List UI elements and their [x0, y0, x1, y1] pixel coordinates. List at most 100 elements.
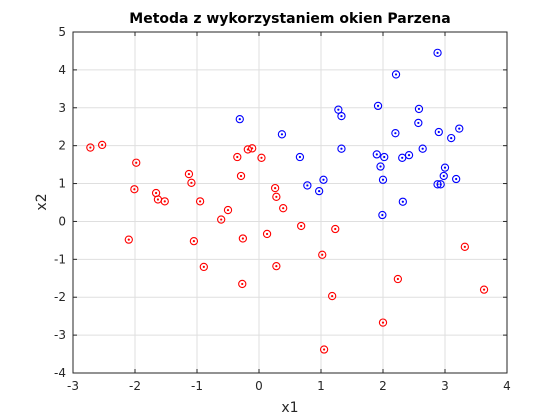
x-tick-label: 4	[503, 379, 511, 393]
marker-ring	[372, 150, 381, 159]
data-point	[376, 162, 385, 171]
y-tick-label: -2	[54, 290, 66, 304]
marker-ring	[199, 262, 208, 272]
marker-dot	[246, 148, 249, 151]
marker-dot	[417, 107, 421, 111]
marker-dot	[394, 132, 397, 135]
data-point	[184, 169, 194, 179]
marker-dot	[381, 178, 385, 181]
marker-ring	[337, 111, 346, 121]
data-point	[187, 178, 196, 187]
marker-dot	[241, 237, 244, 240]
data-point	[272, 262, 281, 271]
series-2	[86, 140, 489, 354]
x-tick-label: 2	[379, 379, 387, 393]
marker-ring	[418, 144, 427, 153]
marker-ring	[391, 129, 400, 138]
marker-ring	[436, 180, 445, 189]
data-point	[460, 242, 469, 251]
data-point	[373, 101, 383, 111]
data-point	[130, 185, 139, 194]
data-point	[235, 114, 244, 124]
data-point	[391, 129, 400, 138]
x-tick-label: 0	[255, 379, 263, 393]
marker-dot	[381, 213, 384, 217]
marker-ring	[233, 152, 242, 162]
marker-dot	[376, 104, 380, 107]
y-tick-label: 1	[58, 177, 66, 191]
data-point	[380, 152, 389, 162]
marker-ring	[319, 175, 328, 184]
x-tick-label: 1	[317, 379, 325, 393]
marker-dot	[321, 253, 324, 256]
marker-ring	[130, 185, 139, 194]
marker-ring	[414, 118, 423, 128]
marker-ring	[124, 235, 133, 244]
marker-ring	[272, 262, 281, 271]
marker-dot	[396, 277, 399, 281]
marker-ring	[279, 204, 288, 213]
data-points	[86, 48, 489, 354]
marker-dot	[265, 232, 269, 236]
data-point	[243, 145, 252, 154]
x-tick-label: -2	[129, 379, 141, 393]
marker-dot	[101, 143, 104, 147]
marker-dot	[280, 133, 284, 136]
data-point	[295, 152, 305, 162]
marker-ring	[378, 210, 387, 220]
marker-dot	[334, 227, 337, 231]
marker-ring	[414, 104, 424, 114]
marker-ring	[440, 163, 450, 172]
data-point	[262, 229, 272, 239]
data-point	[189, 236, 199, 246]
data-point	[378, 318, 388, 327]
marker-dot	[192, 240, 195, 243]
y-axis-label: x2	[34, 193, 50, 210]
marker-ring	[236, 171, 246, 181]
data-point	[257, 153, 266, 162]
data-point	[199, 262, 208, 272]
marker-dot	[340, 115, 343, 118]
y-tick-label: 3	[58, 101, 66, 115]
marker-ring	[439, 171, 448, 181]
data-point	[319, 175, 328, 184]
data-point	[398, 197, 407, 206]
marker-dot	[407, 154, 411, 157]
marker-ring	[257, 153, 266, 162]
marker-ring	[319, 345, 329, 354]
data-point	[398, 153, 407, 162]
data-point	[378, 175, 388, 184]
data-point	[418, 144, 427, 153]
marker-ring	[217, 215, 226, 224]
data-point	[455, 124, 464, 133]
y-tick-label: -3	[54, 328, 66, 342]
marker-ring	[452, 174, 461, 184]
marker-ring	[160, 197, 169, 206]
data-point	[393, 274, 403, 284]
marker-dot	[238, 118, 241, 121]
marker-dot	[394, 73, 398, 76]
data-point	[277, 130, 287, 139]
data-point	[414, 104, 424, 114]
marker-dot	[300, 224, 303, 228]
x-tick-label: 3	[441, 379, 449, 393]
marker-ring	[404, 150, 414, 160]
marker-ring	[380, 152, 389, 162]
data-point	[447, 133, 456, 143]
marker-dot	[337, 108, 340, 111]
marker-dot	[154, 191, 158, 195]
marker-ring	[238, 234, 248, 243]
data-point	[434, 127, 443, 137]
data-point	[372, 150, 381, 159]
data-point	[436, 180, 445, 189]
marker-dot	[187, 172, 191, 176]
data-point	[314, 186, 324, 196]
data-point	[404, 150, 414, 160]
marker-dot	[241, 282, 244, 286]
chart-title: Metoda z wykorzystaniem okien Parzena	[129, 11, 450, 27]
marker-ring	[223, 205, 233, 215]
marker-ring	[398, 153, 407, 162]
marker-ring	[86, 143, 95, 152]
